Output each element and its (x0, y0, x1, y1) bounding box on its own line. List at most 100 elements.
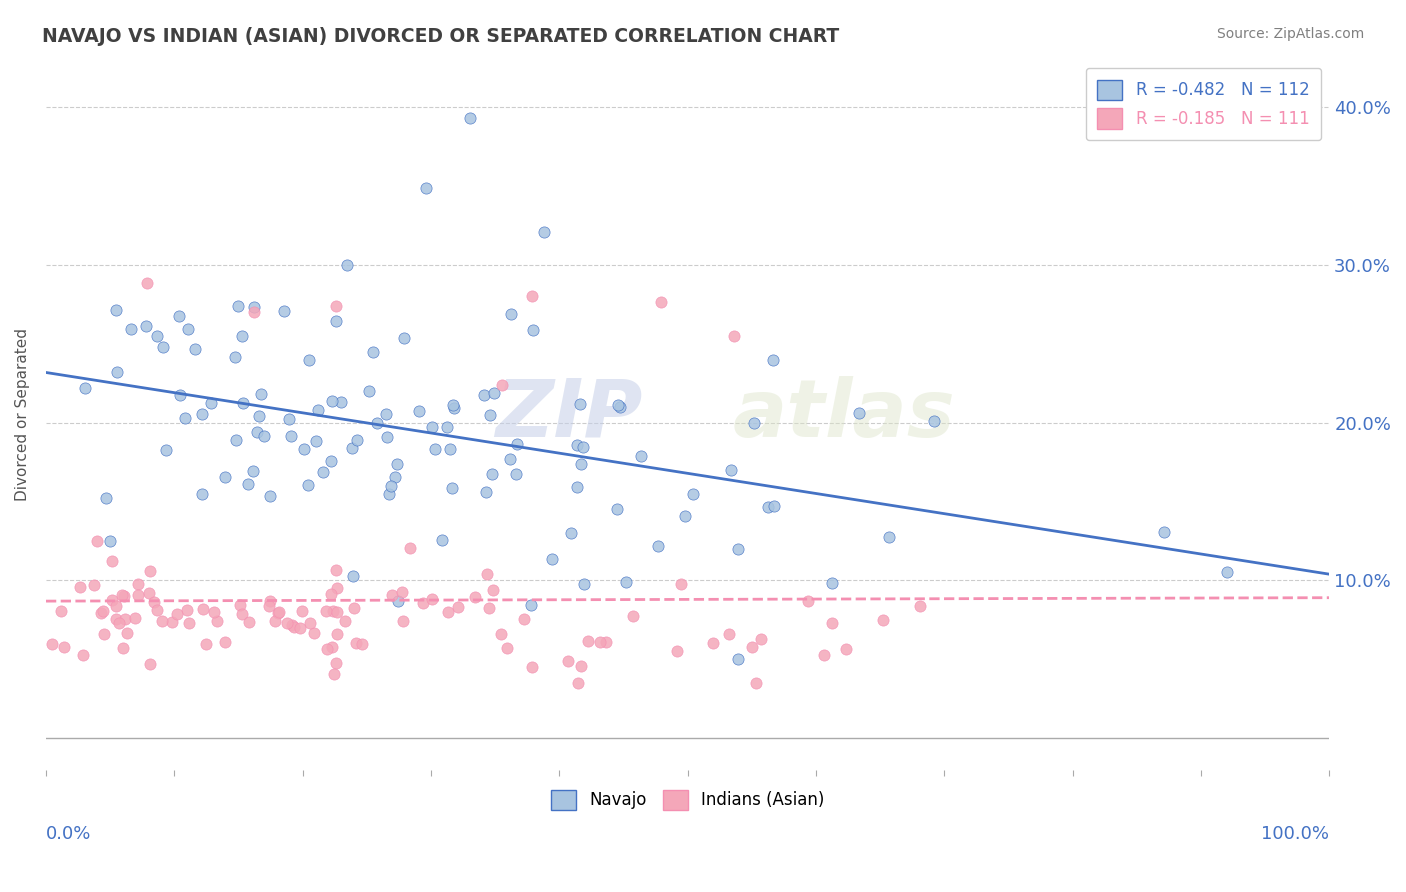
Point (359, 384, 381, 398)
Point (326, 627, 349, 641)
Text: NAVAJO VS INDIAN (ASIAN) DIVORCED OR SEPARATED CORRELATION CHART: NAVAJO VS INDIAN (ASIAN) DIVORCED OR SEP… (42, 27, 839, 45)
Point (614, 575, 637, 590)
Point (174, 411, 197, 425)
Point (105, 365, 128, 379)
Point (741, 640, 763, 655)
Point (184, 343, 207, 357)
Point (281, 618, 304, 632)
Point (319, 454, 342, 468)
Point (325, 564, 347, 578)
Point (745, 676, 768, 690)
Point (569, 658, 592, 673)
Point (540, 551, 562, 566)
Point (533, 225, 555, 239)
Point (264, 614, 287, 628)
Point (420, 420, 443, 434)
Point (477, 566, 499, 581)
Point (797, 593, 820, 607)
Point (565, 480, 588, 494)
Point (322, 604, 344, 618)
Point (565, 438, 588, 452)
Point (316, 642, 339, 657)
Point (447, 599, 470, 614)
Point (326, 605, 349, 619)
Point (93, 604, 115, 618)
Point (621, 609, 644, 624)
Point (436, 419, 458, 434)
Point (160, 615, 183, 629)
Point (756, 500, 779, 514)
Point (69, 580, 91, 594)
Point (682, 487, 704, 501)
Point (647, 539, 669, 553)
Point (650, 295, 672, 310)
Point (821, 615, 844, 630)
Point (226, 299, 249, 313)
Point (312, 465, 335, 479)
Point (179, 615, 201, 630)
Point (247, 409, 270, 424)
Point (392, 615, 415, 629)
Point (321, 394, 343, 409)
Point (169, 388, 191, 402)
Point (90, 606, 112, 620)
Text: 100.0%: 100.0% (1261, 825, 1329, 843)
Point (105, 599, 128, 614)
Point (498, 451, 520, 466)
Point (100, 533, 122, 548)
Point (848, 406, 870, 420)
Point (150, 614, 173, 628)
Point (505, 467, 527, 481)
Point (93, 627, 115, 641)
Point (344, 636, 367, 650)
Point (259, 593, 281, 607)
Point (101, 593, 124, 607)
Point (589, 634, 612, 648)
Point (214, 635, 236, 649)
Point (412, 596, 434, 610)
Point (717, 626, 740, 640)
Point (520, 598, 543, 612)
Point (72, 648, 94, 662)
Point (491, 377, 513, 392)
Point (762, 352, 785, 367)
Point (835, 642, 858, 657)
Point (908, 599, 931, 613)
Point (231, 607, 253, 621)
Point (229, 598, 252, 612)
Point (194, 637, 217, 651)
Point (609, 400, 631, 414)
Point (481, 467, 503, 481)
Point (298, 353, 321, 368)
Point (522, 659, 544, 673)
Point (458, 111, 481, 125)
Point (115, 626, 138, 640)
Point (377, 487, 399, 501)
Point (232, 396, 254, 410)
Point (720, 463, 742, 477)
Point (139, 564, 162, 578)
Point (391, 584, 413, 599)
Point (292, 442, 315, 456)
Y-axis label: Divorced or Separated: Divorced or Separated (15, 328, 30, 501)
Point (191, 408, 214, 422)
Point (107, 616, 129, 631)
Point (567, 675, 589, 690)
Point (246, 425, 269, 439)
Point (307, 402, 329, 417)
Point (146, 329, 169, 343)
Point (877, 530, 900, 544)
Point (52, 640, 75, 654)
Point (329, 394, 352, 409)
Point (114, 612, 136, 626)
Point (922, 413, 945, 427)
Point (506, 436, 529, 450)
Point (269, 605, 291, 619)
Point (322, 667, 344, 681)
Point (387, 594, 409, 608)
Point (259, 599, 281, 614)
Point (326, 582, 349, 596)
Point (124, 610, 146, 624)
Point (299, 615, 322, 630)
Point (280, 428, 302, 442)
